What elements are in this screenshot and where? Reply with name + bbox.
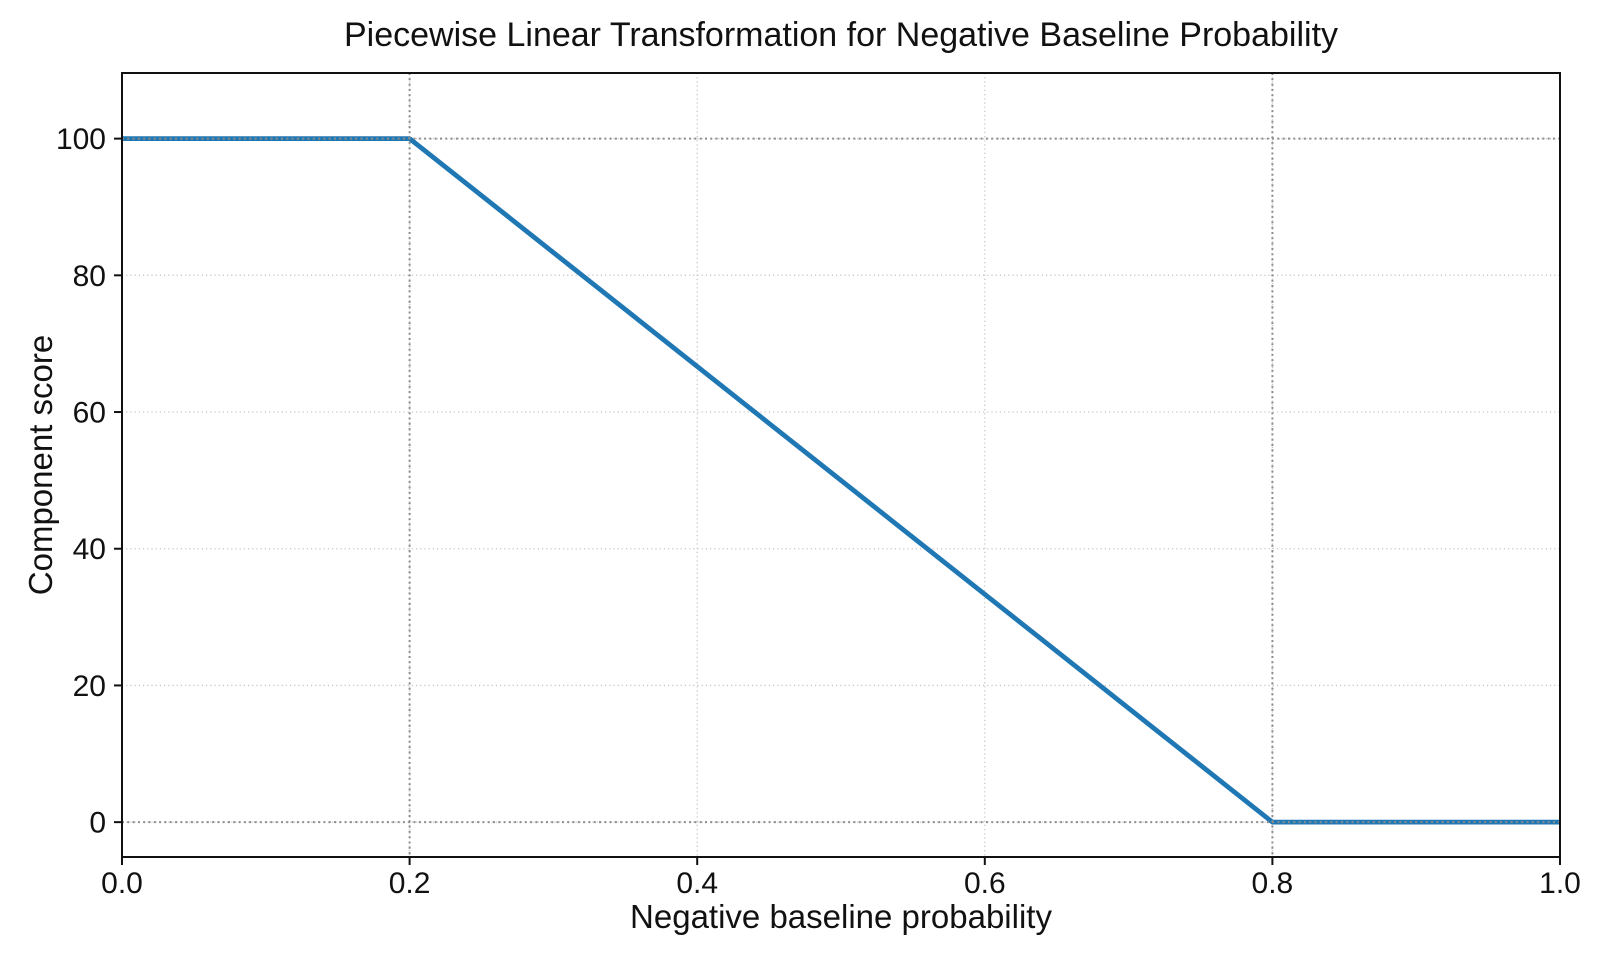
- x-tick-label: 0.0: [101, 867, 143, 900]
- y-tick-label: 80: [73, 260, 106, 293]
- plot-border: [121, 72, 1561, 858]
- axes-layer: 0.0 0.2 0.4 0.6 0.8 1.0 0 20 40 60 80 100: [56, 72, 1581, 900]
- x-tick-label: 0.2: [389, 867, 431, 900]
- y-tick-label: 20: [73, 670, 106, 703]
- x-tick-label: 0.4: [676, 867, 718, 900]
- series-layer: [122, 136, 1560, 825]
- y-tick-label: 40: [73, 533, 106, 566]
- x-tick-label: 0.6: [964, 867, 1006, 900]
- reference-lines-layer: [122, 73, 1560, 857]
- y-tick-label: 60: [73, 397, 106, 430]
- x-tick-label: 1.0: [1539, 867, 1581, 900]
- x-tick-label: 0.8: [1252, 867, 1294, 900]
- series-line-component_score: [122, 136, 1560, 825]
- grid-layer: [122, 73, 1560, 857]
- y-axis-label: Component score: [22, 335, 59, 595]
- y-tick-label: 100: [56, 123, 106, 156]
- x-axis-label: Negative baseline probability: [630, 898, 1052, 935]
- y-tick-label: 0: [89, 807, 106, 840]
- chart-title: Piecewise Linear Transformation for Nega…: [344, 16, 1338, 54]
